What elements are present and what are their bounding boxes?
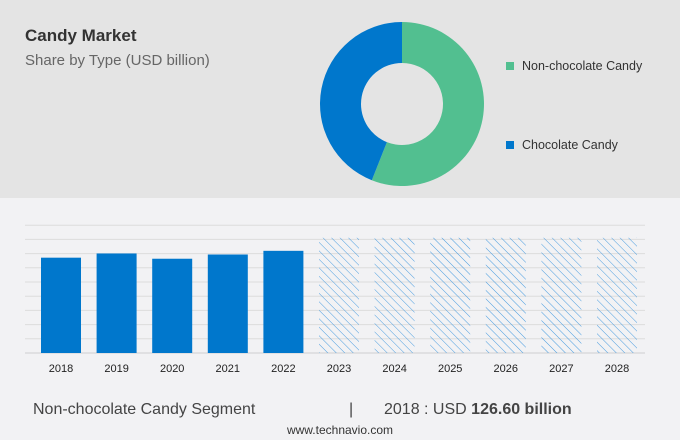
segment-value: 126.60 billion [471,401,572,418]
x-tick-label: 2024 [382,363,406,375]
donut-slice-0 [371,22,484,186]
legend-item-non-chocolate: Non-chocolate Candy [506,59,642,73]
bar-2019 [96,253,137,353]
x-tick-label: 2019 [104,363,128,375]
donut-slice-1 [319,22,402,181]
x-tick-label: 2026 [494,363,518,375]
x-tick-label: 2027 [549,363,573,375]
segment-label: Non-chocolate Candy Segment [33,401,256,418]
forecast-bar-2025 [430,237,471,353]
bar-2020 [152,258,193,353]
legend-item-chocolate: Chocolate Candy [506,138,618,152]
x-tick-label: 2021 [216,363,240,375]
forecast-bar-2028 [597,237,637,353]
legend-label: Non-chocolate Candy [522,59,643,73]
chart-title: Candy Market [25,26,137,45]
forecast-bar-2024 [374,237,415,353]
separator: | [349,401,354,418]
forecast-bar-2023 [319,237,359,353]
x-tick-label: 2020 [160,363,184,375]
x-tick-label: 2023 [327,363,351,375]
x-tick-label: 2025 [438,363,462,375]
bar-2021 [207,254,248,353]
forecast-bar-2026 [485,237,526,353]
legend-swatch [506,62,514,70]
x-tick-label: 2028 [605,363,629,375]
legend-label: Chocolate Candy [522,138,618,152]
bar-2022 [263,250,304,353]
legend-swatch [506,141,514,149]
x-tick-label: 2018 [49,363,73,375]
year-label: 2018 : USD [384,401,467,418]
year-value: 2018 : USD 126.60 billion [384,401,572,419]
forecast-bar-2027 [541,237,582,353]
chart-subtitle: Share by Type (USD billion) [25,52,210,69]
x-tick-label: 2022 [271,363,295,375]
source-url: www.technavio.com [286,423,394,437]
bar-2018 [41,257,81,353]
